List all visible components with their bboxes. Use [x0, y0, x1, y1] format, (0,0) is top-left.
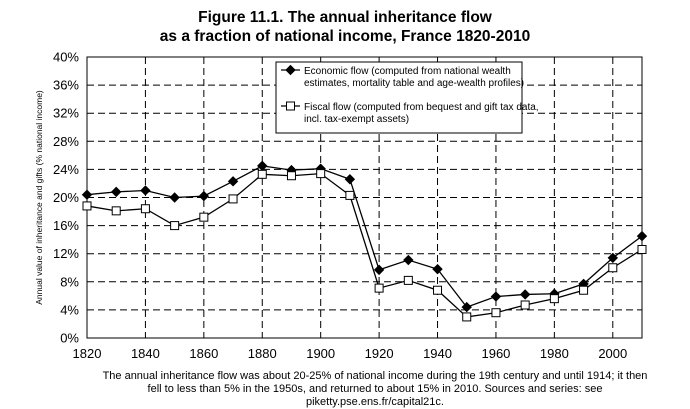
figure-caption: The annual inheritance flow was about 20… — [102, 370, 648, 408]
data-point-square — [374, 283, 384, 293]
series-economic-flow — [81, 160, 648, 313]
data-point-square — [549, 294, 559, 304]
legend: Economic flow (computed from national we… — [275, 61, 539, 134]
data-point-diamond — [636, 230, 648, 242]
x-tick-label: 1820 — [73, 346, 102, 361]
data-series — [81, 160, 648, 322]
x-tick-label: 1980 — [540, 346, 569, 361]
x-tick-label: 1920 — [365, 346, 394, 361]
x-tick-label: 1960 — [481, 346, 510, 361]
y-tick-label: 8% — [60, 274, 79, 289]
x-tick-label: 1940 — [423, 346, 452, 361]
data-point-diamond — [403, 254, 414, 266]
data-point-square — [316, 169, 326, 179]
chart-subtitle: as a fraction of national income, France… — [159, 28, 531, 45]
x-tick-label: 1860 — [189, 346, 218, 361]
data-point-square — [170, 221, 180, 231]
y-tick-label: 12% — [53, 246, 79, 261]
data-point-square — [608, 263, 618, 273]
series-line — [86, 165, 643, 308]
data-point-square — [228, 194, 238, 204]
data-point-square — [111, 206, 121, 216]
data-point-diamond — [432, 263, 443, 275]
x-tick-label: 1880 — [248, 346, 277, 361]
legend-box — [275, 61, 523, 134]
y-tick-label: 32% — [53, 106, 79, 121]
data-point-diamond — [285, 64, 296, 76]
data-point-diamond — [344, 174, 356, 185]
data-point-diamond — [227, 176, 239, 187]
legend-entry: Fiscal flow (computed from bequest and g… — [281, 101, 539, 125]
data-point-diamond — [81, 189, 93, 200]
data-point-square — [286, 101, 295, 111]
data-point-diamond — [169, 192, 180, 203]
data-point-diamond — [519, 289, 531, 300]
y-axis-label: Annual value of inheritance and gifts (%… — [34, 90, 44, 305]
y-tick-label: 24% — [53, 162, 79, 177]
series-fiscal-flow — [82, 169, 647, 322]
data-point-diamond — [140, 185, 151, 196]
data-point-square — [491, 308, 501, 318]
y-tick-label: 4% — [60, 302, 79, 317]
data-point-square — [637, 244, 647, 254]
data-point-diamond — [461, 301, 472, 313]
data-point-diamond — [373, 264, 385, 276]
data-point-square — [345, 190, 355, 200]
chart-title: Figure 11.1. The annual inheritance flow — [198, 9, 492, 26]
data-point-diamond — [490, 291, 502, 302]
legend-label: Economic flow (computed from national we… — [304, 66, 511, 77]
legend-label: estimates, mortality table and age-wealt… — [304, 78, 524, 89]
x-tick-label: 2000 — [598, 346, 627, 361]
legend-entry: Economic flow (computed from national we… — [281, 64, 524, 89]
data-point-square — [520, 300, 530, 310]
axes: 0% 4% 8% 12% 16% 20% 24% 28% 32% 36% 40% 1820 1840 18… — [34, 50, 643, 361]
legend-label: Fiscal flow (computed from bequest and g… — [304, 102, 539, 113]
data-point-diamond — [198, 190, 210, 202]
data-point-square — [579, 285, 589, 295]
data-point-square — [403, 275, 413, 285]
y-tick-label: 20% — [53, 190, 79, 205]
y-tick-label: 28% — [53, 134, 79, 149]
x-tick-label: 1840 — [131, 346, 160, 361]
y-tick-label: 36% — [53, 78, 79, 93]
data-point-square — [199, 212, 209, 222]
y-tick-label: 0% — [60, 331, 79, 346]
y-tick-label: 40% — [53, 50, 79, 65]
data-point-square — [140, 204, 150, 214]
data-point-diamond — [111, 186, 122, 198]
legend-label: incl. tax-exempt assets) — [304, 114, 409, 125]
data-point-diamond — [607, 252, 618, 264]
series-line — [86, 172, 643, 318]
data-point-square — [462, 312, 472, 322]
x-tick-label: 1900 — [306, 346, 335, 361]
data-point-square — [82, 201, 92, 211]
data-point-square — [257, 169, 267, 179]
data-point-square — [286, 171, 296, 181]
data-point-square — [433, 285, 443, 295]
y-tick-label: 16% — [53, 218, 79, 233]
